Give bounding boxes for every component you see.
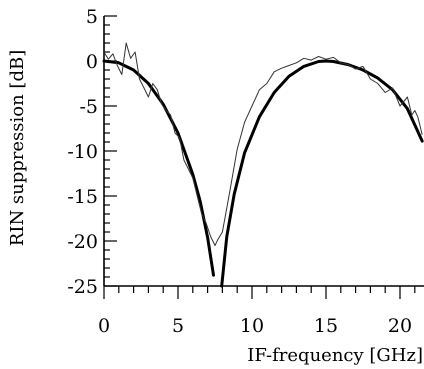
theory-curve-segment xyxy=(220,59,424,288)
x-tick-label: 15 xyxy=(314,315,338,337)
x-tick-label: 20 xyxy=(388,315,412,337)
measured-curve xyxy=(103,42,423,246)
x-tick-label: 0 xyxy=(98,315,110,337)
axes xyxy=(103,16,424,287)
x-tick-label: 10 xyxy=(240,315,264,337)
axis-ticks xyxy=(103,15,416,299)
series xyxy=(102,42,424,288)
y-tick-labels: 5 0 -5 -10 -15 -20 -25 xyxy=(67,6,98,298)
y-tick-label: 0 xyxy=(86,51,98,73)
y-tick-label: -25 xyxy=(67,276,98,298)
y-tick-label: -10 xyxy=(67,141,98,163)
y-tick-label: -20 xyxy=(67,231,98,253)
y-tick-label: 5 xyxy=(86,6,98,28)
x-tick-label: 5 xyxy=(172,315,184,337)
x-tick-labels: 0 5 10 15 20 xyxy=(98,315,412,337)
y-axis-label: RIN suppression [dB] xyxy=(7,50,28,246)
y-tick-label: -5 xyxy=(79,96,98,118)
y-tick-label: -15 xyxy=(67,186,98,208)
x-axis-label: IF-frequency [GHz] xyxy=(247,345,423,366)
